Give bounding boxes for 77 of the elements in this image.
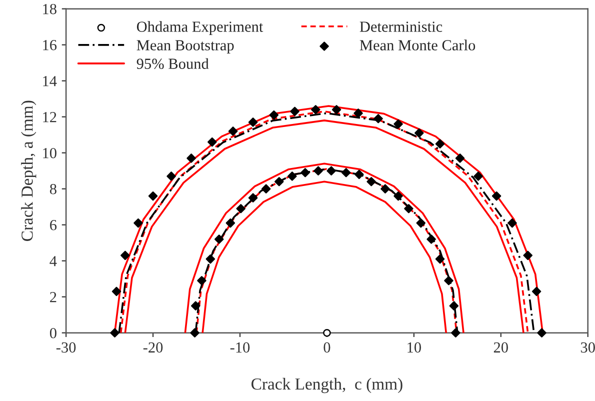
y-tick-label: 8 [50,184,56,194]
y-tick-label: 10 [43,148,56,158]
point [314,166,323,176]
point [288,172,297,181]
point [261,184,271,194]
point [290,106,300,116]
point [248,193,258,202]
point [248,118,258,127]
point [226,218,236,228]
x-axis-title: Crack Length, c (mm) [252,378,402,394]
point [435,139,445,148]
legend-label: 95% Bound [136,58,209,69]
y-tick-label: 4 [50,256,57,266]
x-tick-label: -30 [56,342,76,353]
y-tick-label: 12 [43,112,56,122]
point [537,328,546,338]
y-tick-label: 0 [50,328,56,338]
point [326,166,336,176]
point [354,170,364,180]
y-axis-title: Crack Depth, a (mm) [21,100,36,241]
point [374,114,383,124]
point [366,177,376,186]
x-tick-label: 10 [408,342,421,353]
point [414,128,424,138]
point [404,204,414,214]
point [120,250,130,260]
x-tick-label: 30 [580,342,595,353]
x-tick-label: -20 [143,342,163,353]
y-tick-label: 14 [43,76,57,86]
point [323,328,331,337]
point [191,301,200,310]
point [110,328,120,338]
point [354,108,363,118]
point [492,191,502,201]
point [236,204,246,214]
point [166,172,176,181]
point [426,234,436,244]
point [269,110,279,120]
point [474,172,483,181]
point [394,191,403,201]
x-tick-label: 20 [494,342,508,353]
point [148,191,158,201]
point [208,137,217,147]
y-tick-label: 16 [43,40,57,50]
point [341,168,351,178]
point [523,250,532,260]
point [451,328,460,338]
point [112,286,122,296]
point [274,177,284,186]
point [332,105,342,114]
x-tick-label: -10 [230,342,250,353]
legend-label: Ohdama Experiment [136,21,264,35]
y-tick-label: 18 [43,4,56,14]
point [394,119,403,129]
point [435,254,445,264]
legend-label: Deterministic [360,22,442,32]
y-tick-label: 2 [50,292,56,302]
x-tick-label: 0 [324,342,330,353]
point [449,301,459,310]
legend-label: Mean Monte Carlo [360,40,476,50]
point [300,168,310,178]
point [380,184,390,194]
point [508,218,517,228]
point [197,276,206,286]
point [206,254,216,264]
point [532,286,542,296]
point [190,328,200,338]
point [214,234,224,244]
point [134,218,143,228]
point [444,276,454,286]
legend-label: Mean Bootstrap [136,40,234,54]
point [455,154,465,163]
point [228,126,238,136]
point [311,105,320,114]
point [186,154,196,163]
point [416,218,426,228]
y-tick-label: 6 [50,220,57,230]
